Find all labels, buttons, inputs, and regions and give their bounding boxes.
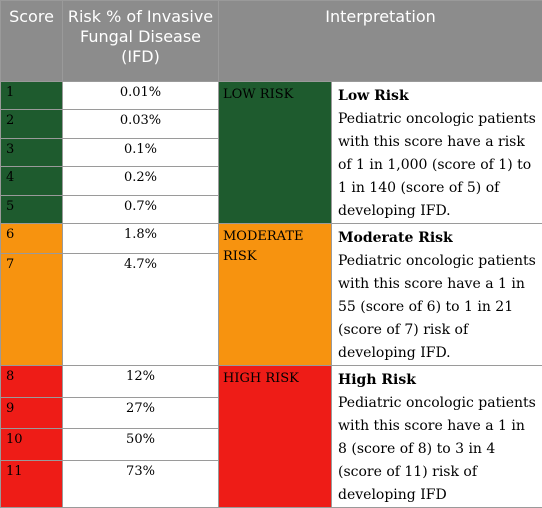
high-risk-title: High Risk	[338, 369, 538, 392]
risk-cell: 0.7%	[63, 195, 219, 223]
low-risk-text: Pediatric oncologic patients with this s…	[338, 108, 538, 223]
moderate-risk-level: MODERATE RISK	[219, 224, 332, 366]
low-risk-interpretation: Low Risk Pediatric oncologic patients wi…	[332, 82, 542, 224]
high-risk-level: HIGH RISK	[219, 366, 332, 508]
risk-cell: 73%	[63, 460, 219, 507]
risk-header: Risk % of Invasive Fungal Disease (IFD)	[63, 1, 219, 82]
risk-cell: 0.01%	[63, 82, 219, 110]
score-cell: 8	[1, 366, 63, 398]
table-row: 6 1.8% MODERATE RISK Moderate Risk Pedia…	[1, 224, 542, 254]
score-cell: 1	[1, 82, 63, 110]
risk-cell: 50%	[63, 429, 219, 461]
moderate-risk-title: Moderate Risk	[338, 227, 538, 250]
low-risk-title: Low Risk	[338, 85, 538, 108]
table-row: 1 0.01% LOW RISK Low Risk Pediatric onco…	[1, 82, 542, 110]
high-risk-interpretation: High Risk Pediatric oncologic patients w…	[332, 366, 542, 508]
score-cell: 9	[1, 397, 63, 429]
score-cell: 7	[1, 253, 63, 365]
risk-cell: 27%	[63, 397, 219, 429]
moderate-risk-interpretation: Moderate Risk Pediatric oncologic patien…	[332, 224, 542, 366]
low-risk-level: LOW RISK	[219, 82, 332, 224]
interpretation-header: Interpretation	[219, 1, 542, 82]
score-cell: 5	[1, 195, 63, 223]
risk-cell: 0.03%	[63, 110, 219, 138]
score-cell: 10	[1, 429, 63, 461]
risk-cell: 1.8%	[63, 224, 219, 254]
score-cell: 4	[1, 167, 63, 195]
score-cell: 2	[1, 110, 63, 138]
table-row: 8 12% HIGH RISK High Risk Pediatric onco…	[1, 366, 542, 398]
high-risk-text: Pediatric oncologic patients with this s…	[338, 392, 538, 507]
risk-cell: 0.2%	[63, 167, 219, 195]
score-cell: 3	[1, 138, 63, 166]
header-row: Score Risk % of Invasive Fungal Disease …	[1, 1, 542, 82]
risk-cell: 0.1%	[63, 138, 219, 166]
moderate-risk-text: Pediatric oncologic patients with this s…	[338, 250, 538, 365]
risk-cell: 12%	[63, 366, 219, 398]
risk-cell: 4.7%	[63, 253, 219, 365]
score-header: Score	[1, 1, 63, 82]
score-cell: 6	[1, 224, 63, 254]
score-cell: 11	[1, 460, 63, 507]
